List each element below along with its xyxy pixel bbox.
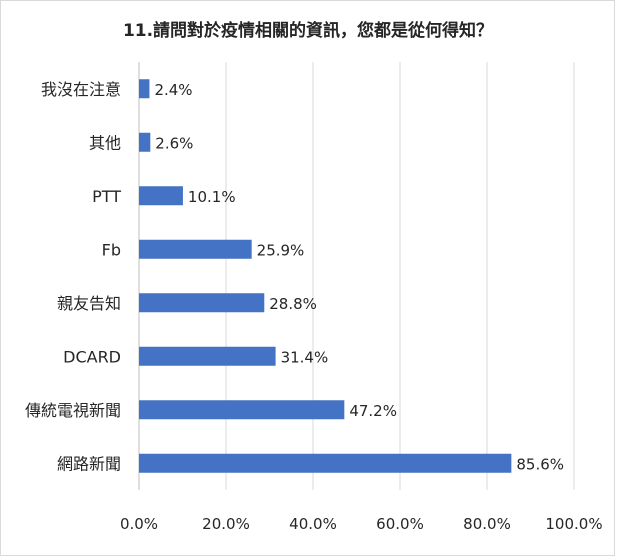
bar <box>139 400 345 420</box>
category-label: 我沒在注意 <box>41 80 121 99</box>
bar <box>139 453 512 473</box>
x-tick-label: 100.0% <box>545 515 602 533</box>
x-tick-label: 60.0% <box>376 515 424 533</box>
bar <box>139 346 276 366</box>
data-labels: 2.4% 2.6% 10.1% 25.9% 28.8% 31.4% 47.2% 85.6% <box>154 81 564 474</box>
gridlines <box>138 62 575 490</box>
data-label: 28.8% <box>269 295 317 313</box>
x-tick-label: 40.0% <box>289 515 337 533</box>
bars <box>139 79 512 473</box>
category-label: PTT <box>92 187 121 206</box>
bar <box>139 79 150 99</box>
data-label: 31.4% <box>281 348 329 366</box>
x-tick-label: 0.0% <box>120 515 158 533</box>
bar <box>139 132 151 152</box>
data-label: 85.6% <box>516 455 564 473</box>
category-label: 網路新聞 <box>57 454 121 473</box>
data-label: 25.9% <box>257 241 305 259</box>
bar <box>139 239 252 259</box>
category-label: 其他 <box>89 133 121 152</box>
data-label: 10.1% <box>188 188 236 206</box>
category-label: Fb <box>102 240 121 259</box>
data-label: 2.6% <box>155 134 193 152</box>
chart-title: 11.請問對於疫情相關的資訊，您都是從何得知？ <box>123 20 493 41</box>
x-axis-tick-labels: 0.0% 20.0% 40.0% 60.0% 80.0% 100.0% <box>120 515 603 533</box>
x-tick-label: 80.0% <box>463 515 511 533</box>
category-label: DCARD <box>63 347 121 366</box>
category-label: 親友告知 <box>57 294 121 313</box>
x-tick-label: 20.0% <box>202 515 250 533</box>
data-label: 2.4% <box>154 81 192 99</box>
category-label: 傳統電視新聞 <box>25 401 121 420</box>
bar <box>139 293 265 313</box>
bar <box>139 186 183 206</box>
data-label: 47.2% <box>349 402 397 420</box>
